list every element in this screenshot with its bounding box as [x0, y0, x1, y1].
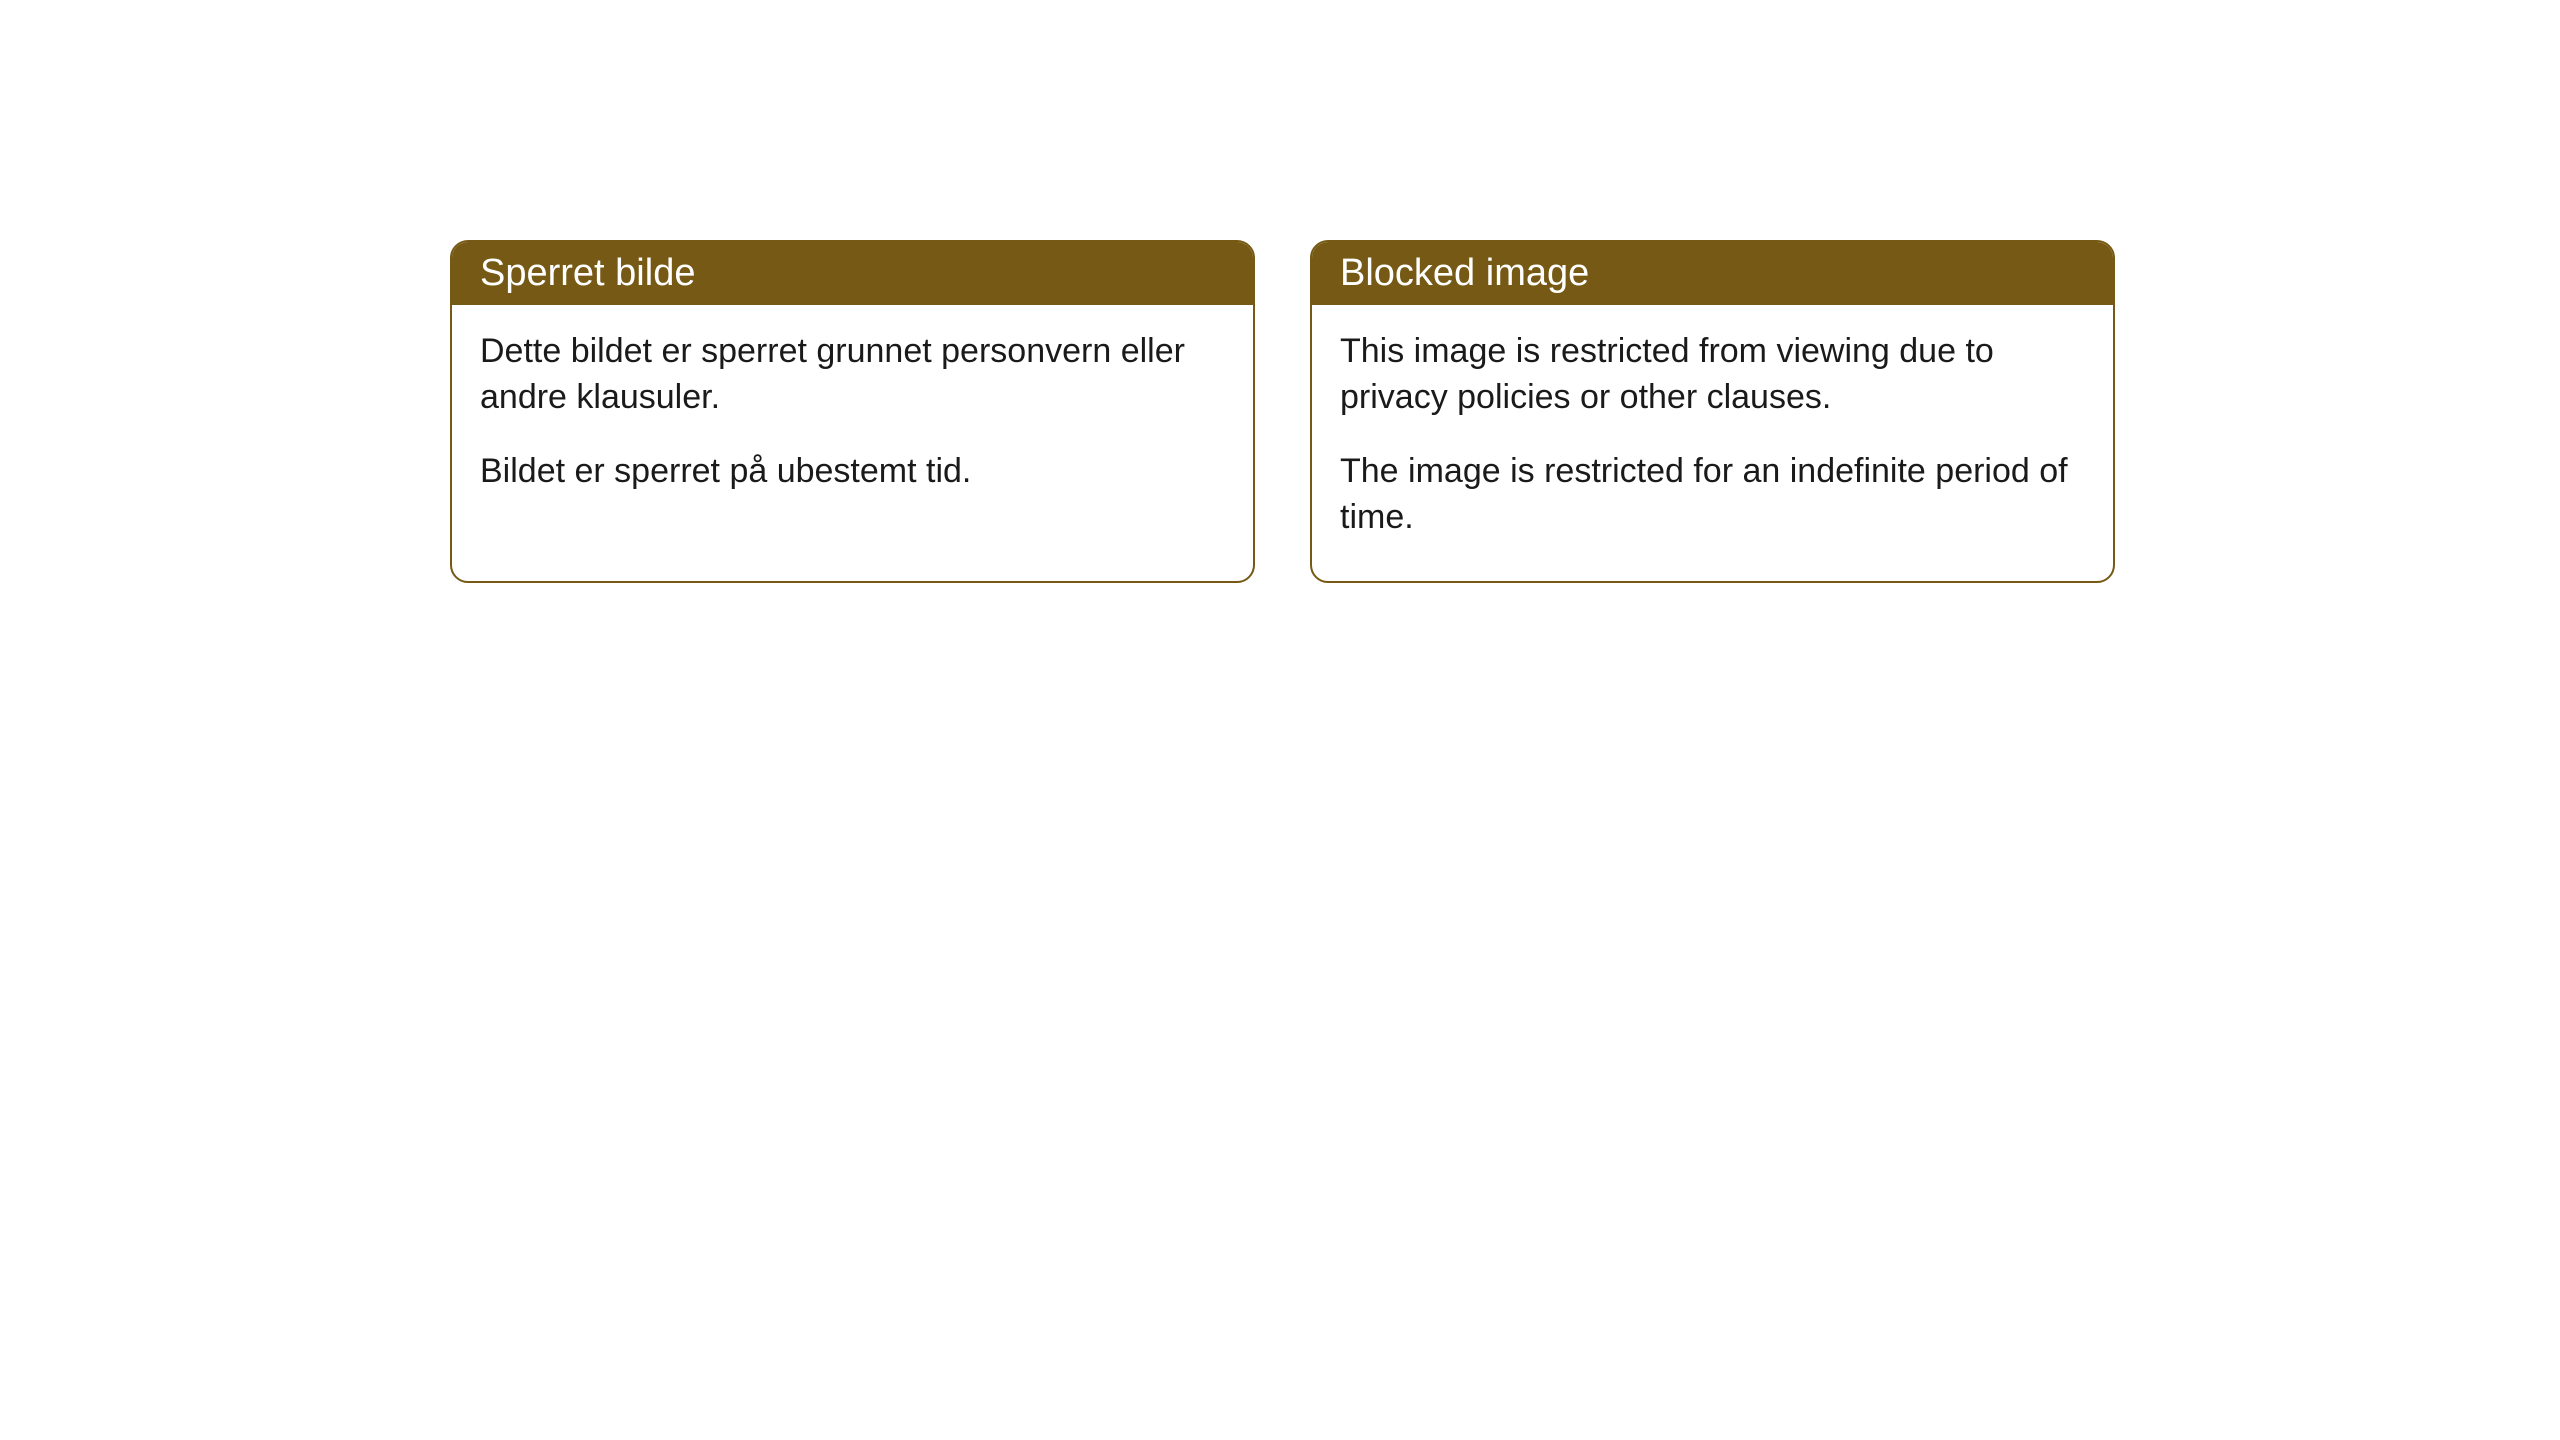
card-paragraph: Dette bildet er sperret grunnet personve… — [480, 329, 1225, 421]
blocked-image-card-english: Blocked image This image is restricted f… — [1310, 240, 2115, 583]
card-title: Blocked image — [1340, 252, 1589, 294]
card-body-norwegian: Dette bildet er sperret grunnet personve… — [452, 305, 1253, 535]
card-header-english: Blocked image — [1312, 242, 2113, 305]
card-paragraph: This image is restricted from viewing du… — [1340, 329, 2085, 421]
card-title: Sperret bilde — [480, 252, 695, 294]
card-paragraph: The image is restricted for an indefinit… — [1340, 449, 2085, 541]
card-header-norwegian: Sperret bilde — [452, 242, 1253, 305]
card-paragraph: Bildet er sperret på ubestemt tid. — [480, 449, 1225, 495]
blocked-image-card-norwegian: Sperret bilde Dette bildet er sperret gr… — [450, 240, 1255, 583]
card-body-english: This image is restricted from viewing du… — [1312, 305, 2113, 581]
notice-cards-container: Sperret bilde Dette bildet er sperret gr… — [450, 240, 2115, 583]
